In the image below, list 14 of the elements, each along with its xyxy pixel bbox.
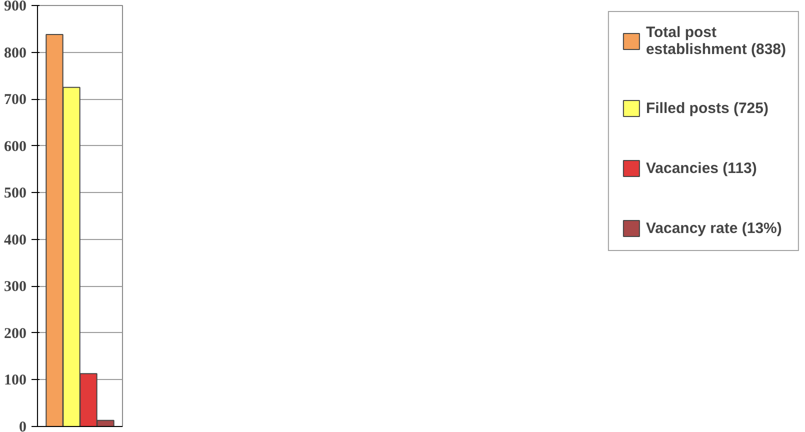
- legend-label: Filled posts (725): [646, 100, 768, 116]
- y-tick-label: 700: [4, 92, 26, 108]
- legend-label: Vacancy rate (13%): [646, 220, 782, 236]
- y-tick-label: 0: [19, 420, 26, 432]
- y-tick-label: 600: [4, 138, 26, 155]
- y-tick-label: 100: [4, 372, 26, 389]
- legend-label: Total post establishment (838): [646, 24, 786, 58]
- y-tick-label: 400: [4, 232, 26, 248]
- y-tick-label: 800: [4, 45, 26, 62]
- y-tick-label: 500: [4, 186, 26, 202]
- y-tick-label: 300: [4, 279, 26, 296]
- y-tick-label: 200: [4, 326, 26, 342]
- legend-label: Vacancies (113): [646, 160, 757, 176]
- y-tick-label: 900: [4, 0, 26, 14]
